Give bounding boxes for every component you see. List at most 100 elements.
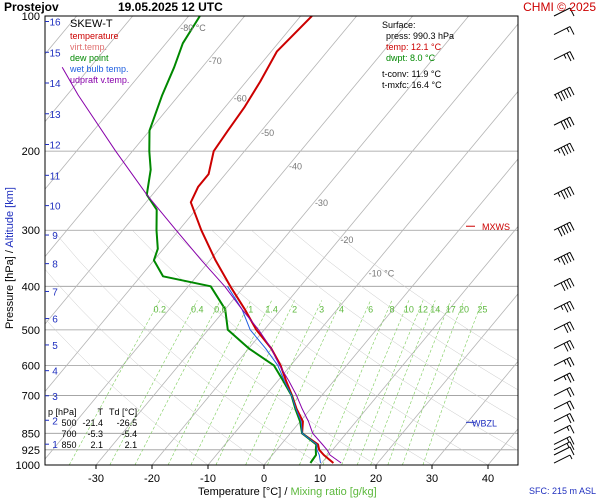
- altitude-tick-label: 8: [52, 260, 58, 271]
- wind-barb: [553, 436, 575, 445]
- mixing-ratio-label: 3: [319, 304, 324, 314]
- isotherm-line: [45, 16, 245, 258]
- sounding-date: 19.05.2025 12 UTC: [118, 0, 223, 14]
- wind-barb-feather: [569, 441, 575, 451]
- pressure-tick-label: 500: [22, 325, 40, 337]
- wind-barb-feather: [566, 27, 570, 33]
- wind-barb-feather: [566, 426, 570, 432]
- surface-info: Surface: press: 990.3 hPa temp: 12.1 °C …: [382, 20, 454, 91]
- surface-altitude-note: SFC: 215 m ASL: [528, 486, 596, 496]
- wind-barb-feather: [569, 357, 575, 366]
- surface-pressure: press: 990.3 hPa: [386, 31, 455, 41]
- dry-adiabat-line: [132, 230, 433, 465]
- mixing-ratio-label: 0.4: [191, 304, 204, 314]
- altitude-tick-label: 15: [49, 48, 61, 59]
- pressure-tick-label: 700: [22, 390, 40, 402]
- legend-item-wet-bulb: wet bulb temp.: [70, 64, 129, 74]
- isotherm-label: -30: [315, 198, 328, 208]
- legend-item-virt-temp: virt.temp.: [70, 42, 108, 52]
- wind-barb-feather: [563, 343, 569, 352]
- mixing-ratio-label: 14: [430, 304, 440, 314]
- wind-barb: [553, 86, 575, 102]
- legend-item-temperature: temperature: [70, 31, 119, 41]
- wind-barb-feather: [560, 147, 566, 156]
- temperature-tick-label: 0: [261, 473, 267, 485]
- mixing-ratio-label: 2: [292, 304, 297, 314]
- altitude-tick-label: 9: [52, 231, 58, 242]
- wind-barb-feather: [569, 142, 575, 152]
- wind-barb-feather: [566, 437, 570, 443]
- pressure-tick-label: 300: [22, 225, 40, 237]
- isotherm-label: -50: [261, 128, 274, 138]
- mixing-ratio-line: [370, 300, 436, 465]
- wind-barb-feather: [569, 436, 575, 445]
- wind-barb-staff: [553, 372, 571, 382]
- series-line-dew-point: [145, 16, 318, 464]
- wind-barb-staff: [553, 116, 571, 126]
- wind-barb-feather: [566, 223, 572, 232]
- surface-title: Surface:: [382, 20, 416, 30]
- wind-barb-staff: [553, 387, 571, 396]
- stats-header-td: Td [°C]: [109, 407, 138, 417]
- dry-adiabat-line: [251, 230, 518, 421]
- wind-barb-feather: [563, 304, 569, 313]
- pressure-tick-label: 100: [22, 11, 40, 23]
- wind-barb-feather: [560, 190, 566, 200]
- dry-adiabat-line: [45, 268, 265, 465]
- wind-barb-feather: [566, 279, 572, 289]
- mixing-ratio-label: 4: [339, 304, 344, 314]
- wind-barb: [553, 221, 575, 237]
- wind-barb-feather: [569, 340, 575, 349]
- level-stats: p [hPa] T Td [°C] 500 -21.4 -26.5 700 -5…: [48, 407, 143, 451]
- wind-barb-feather: [566, 358, 572, 368]
- mixing-ratio-label: 8: [389, 304, 394, 314]
- wind-barb-feather: [563, 255, 569, 264]
- wind-barb-staff: [553, 424, 571, 434]
- wind-barb-feather: [569, 252, 575, 261]
- isotherm-label: -70: [209, 56, 222, 66]
- credit-text: CHMI © 2025: [523, 0, 596, 14]
- stats-cell: -21.4: [82, 418, 104, 428]
- wind-barb-feather: [563, 324, 569, 334]
- wind-barb-feather: [569, 7, 575, 17]
- wind-barb-feather: [557, 148, 561, 154]
- stats-cell: 850: [61, 440, 77, 450]
- series-line-udpraft-v-temp: [61, 66, 342, 464]
- surface-dewpoint: dwpt: 8.0 °C: [386, 53, 436, 63]
- stats-header-pressure: p [hPa]: [48, 407, 77, 417]
- mixing-ratio-line: [341, 300, 410, 465]
- mixing-ratio-line: [215, 300, 295, 465]
- isotherm-label: -40: [289, 162, 302, 172]
- wind-barb-feather: [566, 414, 572, 424]
- y-axis-label: Pressure [hPa] / Altitude [km]: [4, 187, 16, 329]
- wind-barb: [553, 441, 575, 451]
- wind-barb: [553, 321, 575, 334]
- wind-barb-feather: [569, 446, 575, 456]
- isotherm-line: [319, 225, 518, 465]
- wind-barb: [553, 116, 575, 130]
- isotherm-line: [45, 16, 133, 123]
- wind-barb-feather: [566, 253, 572, 263]
- wind-barb: [553, 424, 575, 434]
- stats-cell: 2.1: [90, 440, 104, 450]
- wind-barb-feather: [563, 225, 569, 234]
- x-axis-label-mixing: Mixing ratio [g/kg]: [290, 486, 377, 498]
- wind-barb-feather: [569, 400, 575, 410]
- isotherm-line: [151, 23, 518, 465]
- mixing-ratio-label: 1: [248, 304, 253, 314]
- pressure-tick-label: 850: [22, 428, 40, 440]
- wind-barb-feather: [569, 186, 575, 195]
- wind-barb-staff: [553, 356, 571, 366]
- temperature-tick-label: 40: [482, 473, 494, 485]
- isotherm-line: [431, 360, 518, 465]
- dry-adiabat-line: [290, 230, 518, 391]
- altitude-tick-label: 14: [49, 79, 61, 90]
- wind-barb: [553, 372, 575, 383]
- surface-tmxfc: t-mxfc: 16.4 °C: [382, 80, 442, 90]
- altitude-tick-label: 3: [52, 392, 58, 403]
- series-line-wet-bulb-temp: [227, 286, 321, 464]
- mixing-ratio-label: 0.6: [214, 304, 227, 314]
- wind-barb-feather: [566, 88, 572, 97]
- temperature-tick-label: -10: [200, 473, 216, 485]
